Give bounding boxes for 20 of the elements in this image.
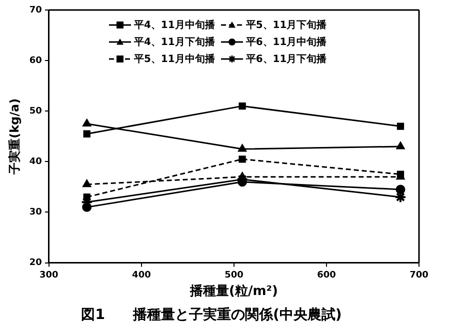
y-tick-label: 30 [29,208,42,218]
legend-label: 平4、11月中旬播 [134,18,215,32]
y-tick-label: 70 [29,5,42,16]
legend-label: 平6、11月中旬播 [246,36,327,49]
x-tick-label: 400 [132,270,151,281]
y-axis-title: 子実重(kg/a) [7,98,22,176]
legend-label: 平4、11月下旬播 [134,36,215,49]
x-tick-label: 600 [317,270,336,281]
y-tick-label: 50 [29,106,42,116]
legend-label: 平5、11月中旬播 [134,52,215,66]
x-tick-label: 300 [40,270,58,281]
text: 図1 播種量と子実重の関係(中央農試) [81,306,342,324]
legend-label: 平6、11月下旬播 [246,52,327,66]
y-tick-label: 20 [29,258,42,268]
x-axis-title: 播種量(粒/m²) [189,284,278,299]
y-tick-label: 60 [29,56,42,66]
y-tick-label: 40 [29,157,42,168]
legend-label: 平5、11月下旬播 [246,18,327,32]
x-tick-label: 700 [410,270,428,281]
x-tick-label: 500 [224,270,244,281]
